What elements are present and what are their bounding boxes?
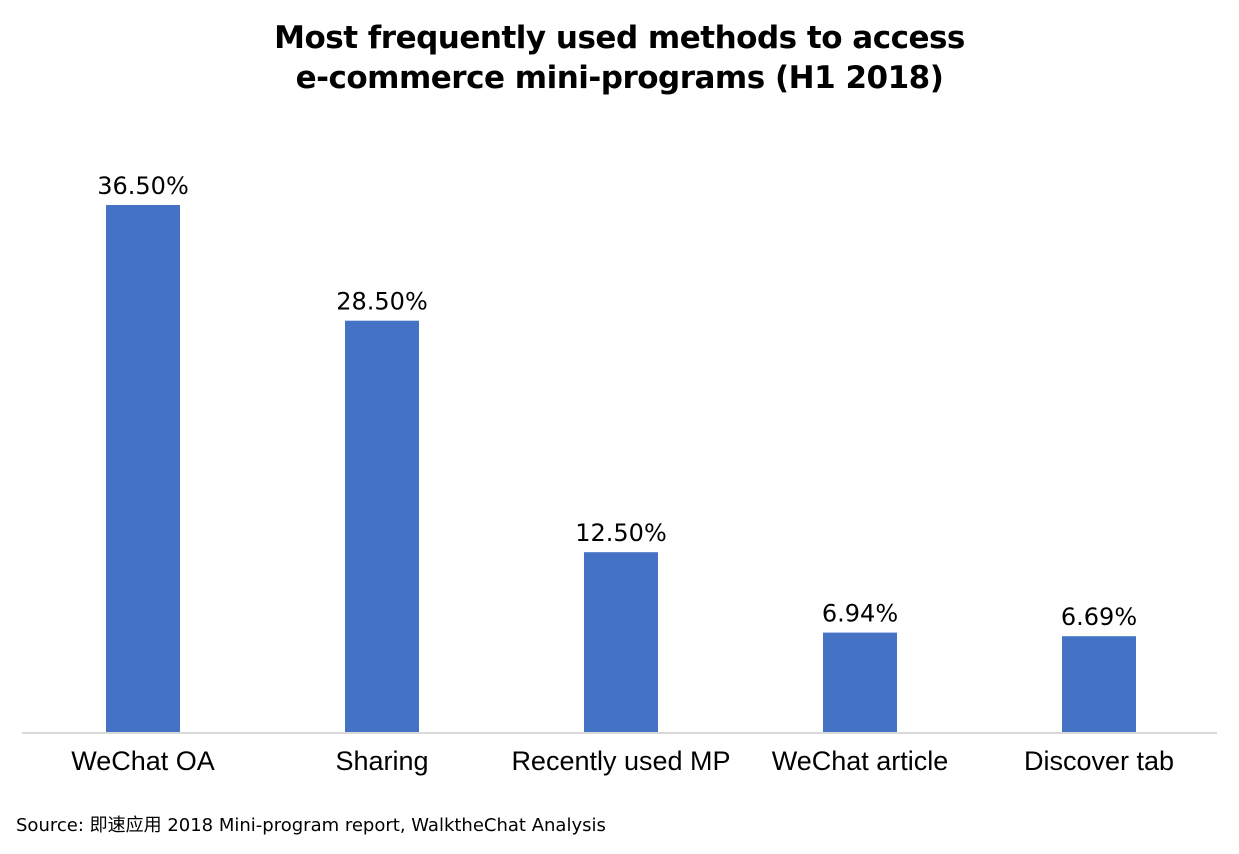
category-label-0: WeChat OA (71, 746, 215, 776)
bar-0 (106, 205, 180, 733)
category-label-3: WeChat article (772, 746, 949, 776)
bars-group (106, 205, 1136, 733)
chart-title: Most frequently used methods to access e… (0, 18, 1239, 98)
category-label-2: Recently used MP (511, 746, 730, 776)
chart-title-line-1: Most frequently used methods to access (274, 20, 965, 56)
chart-title-line-2: e-commerce mini-programs (H1 2018) (295, 60, 944, 96)
bar-2 (584, 552, 658, 733)
data-label-4: 6.69% (1061, 603, 1137, 631)
source-note: Source: 即速应用 2018 Mini-program report, W… (16, 815, 606, 836)
data-label-1: 28.50% (336, 288, 428, 316)
data-label-2: 12.50% (575, 519, 667, 547)
data-label-0: 36.50% (97, 172, 189, 200)
bar-1 (345, 320, 419, 733)
category-labels-group: WeChat OA Sharing Recently used MP WeChat a… (71, 746, 1174, 776)
category-label-4: Discover tab (1024, 746, 1174, 776)
category-label-1: Sharing (335, 746, 428, 776)
bar-3 (823, 632, 897, 733)
data-label-3: 6.94% (822, 600, 898, 628)
data-labels-group: 36.50% 28.50% 12.50% 6.94% 6.69% (97, 172, 1137, 631)
bar-4 (1062, 636, 1136, 733)
